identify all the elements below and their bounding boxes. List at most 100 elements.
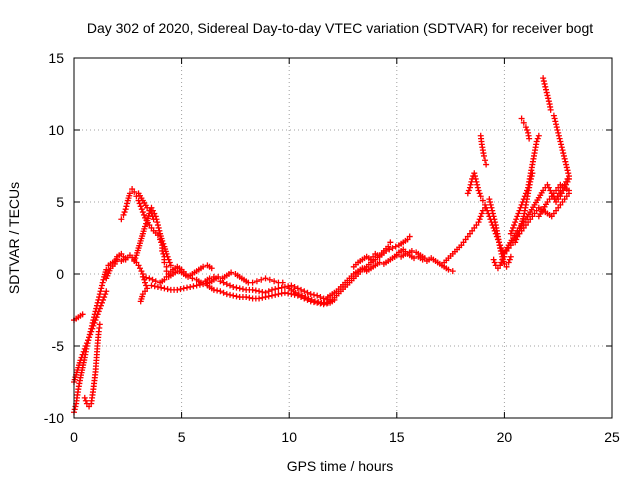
data-point [160,240,167,247]
data-point [164,253,171,260]
data-point [120,211,127,218]
data-point [258,276,265,283]
data-point [187,283,194,290]
data-point [507,230,514,237]
data-point [301,288,308,295]
x-tick-label: 15 [389,429,405,445]
x-tick-label: 25 [604,429,620,445]
data-point [239,286,246,293]
y-tick-label: -10 [44,410,64,426]
data-point [545,98,552,105]
data-point [533,138,540,145]
data-point [256,295,263,302]
data-point [155,224,162,231]
data-point [154,283,161,290]
data-point [474,184,481,191]
data-point [476,216,483,223]
data-point [308,296,315,303]
data-point [477,193,484,200]
data-point [193,282,200,289]
data-point [79,351,86,358]
data-point [256,288,263,295]
data-point [307,291,314,298]
data-point [542,83,549,90]
data-point [489,207,496,214]
data-point [527,178,534,185]
data-point [227,282,234,289]
data-point [268,292,275,299]
data-point [285,290,292,297]
data-point [558,144,565,151]
data-point [156,227,163,234]
data-point [259,289,266,295]
data-point [149,213,156,220]
data-point [482,157,489,164]
data-point [511,222,518,229]
data-point [96,321,103,328]
data-point [515,210,522,217]
data-point [500,253,507,260]
data-point [102,291,109,298]
data-point [98,299,105,306]
data-point [123,203,130,210]
data-point [266,276,273,283]
data-point [166,259,173,266]
data-point [223,281,230,288]
data-point [541,80,548,87]
data-point [174,286,181,293]
data-point [550,112,557,119]
data-point [503,263,510,270]
y-tick-label: 0 [56,266,64,282]
data-point [304,289,311,296]
data-point [491,216,498,223]
data-point [78,354,85,361]
data-point [259,294,266,301]
data-point [243,294,250,301]
data-point [529,170,536,177]
data-point [518,115,525,122]
data-point [281,283,288,290]
data-point [490,213,497,220]
data-point [143,274,150,281]
data-point [172,269,179,276]
data-point [445,266,452,273]
data-point [479,197,486,204]
data-point [126,190,133,197]
y-tick-label: -5 [52,338,65,354]
data-point [150,216,157,223]
data-point [227,291,234,298]
chart-title: Day 302 of 2020, Sidereal Day-to-day VTE… [87,20,593,36]
data-point [183,284,190,291]
y-axis-title: SDTVAR / TECUs [6,182,22,294]
data-point [81,394,88,401]
data-point [385,243,392,250]
data-point [124,200,131,207]
data-point [268,286,275,293]
data-point [499,256,506,263]
data-point [140,211,147,218]
data-point [98,285,105,292]
y-tick-label: 15 [48,50,64,66]
data-point [246,294,253,301]
data-point [142,279,149,286]
data-point [91,319,98,326]
x-tick-label: 0 [70,429,78,445]
data-point [497,262,504,269]
data-point [233,293,240,300]
x-axis-title: GPS time / hours [287,458,394,474]
data-point [492,219,499,226]
data-point [71,406,78,413]
data-point [131,258,138,265]
data-point [473,178,480,185]
data-point [513,236,520,243]
data-point [272,291,279,298]
data-point [475,219,482,226]
data-point [84,337,91,344]
data-point [137,203,144,210]
data-point [514,233,521,240]
plot-frame [73,57,613,419]
data-point [565,170,572,177]
data-point [93,314,100,321]
data-point [197,279,204,286]
